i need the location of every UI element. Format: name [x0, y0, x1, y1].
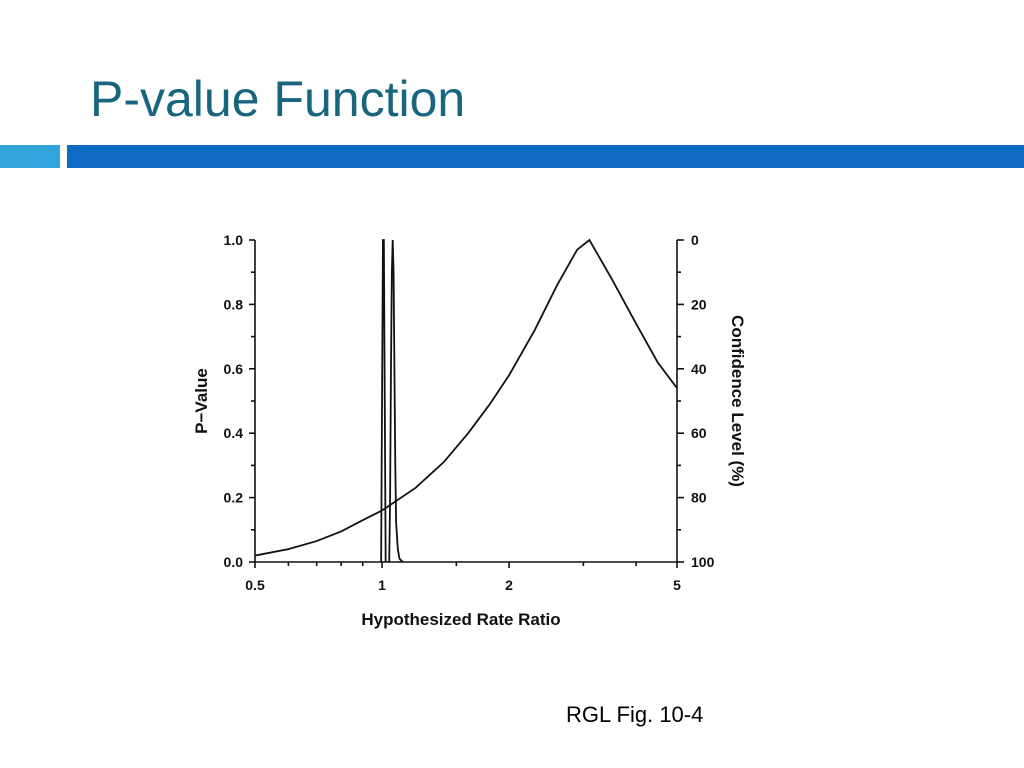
x-tick-label: 5: [673, 577, 681, 593]
chart-tick-labels: 0.0 0.2 0.4 0.6 0.8 1.0 100 80 60 40 20 0 0.5 1 2 5: [224, 232, 715, 593]
y-right-tick-label: 80: [691, 490, 707, 506]
y-right-axis-title: Confidence Level (%): [728, 315, 747, 487]
chart-series: [255, 240, 677, 562]
title-divider-bar: [67, 145, 1024, 168]
y-axis-title: P−Value: [192, 368, 211, 434]
p-value-curve-1: [255, 240, 677, 556]
y-tick-label: 1.0: [224, 232, 244, 248]
y-right-tick-label: 60: [691, 425, 707, 441]
x-tick-label: 0.5: [245, 577, 265, 593]
x-tick-label: 1: [378, 577, 386, 593]
y-tick-label: 0.6: [224, 361, 244, 377]
x-axis-title: Hypothesized Rate Ratio: [361, 610, 560, 629]
chart-ticks: [249, 240, 684, 568]
y-tick-label: 0.2: [224, 490, 244, 506]
p-value-curve-3: [389, 240, 403, 562]
y-tick-label: 0.8: [224, 296, 244, 312]
chart-axes: [255, 240, 677, 562]
y-tick-label: 0.0: [224, 554, 244, 570]
title-divider-accent: [0, 145, 60, 168]
figure-caption: RGL Fig. 10-4: [566, 702, 703, 728]
p-value-curve-2: [381, 240, 386, 562]
p-value-chart: 0.0 0.2 0.4 0.6 0.8 1.0 100 80 60 40 20 0 0.5 1 2 5 Hyp…: [180, 220, 770, 640]
y-tick-label: 0.4: [224, 425, 244, 441]
slide-title: P-value Function: [90, 70, 465, 128]
x-tick-label: 2: [505, 577, 513, 593]
y-right-tick-label: 40: [691, 361, 707, 377]
y-right-tick-label: 100: [691, 554, 715, 570]
y-right-tick-label: 0: [691, 232, 699, 248]
y-right-tick-label: 20: [691, 296, 707, 312]
